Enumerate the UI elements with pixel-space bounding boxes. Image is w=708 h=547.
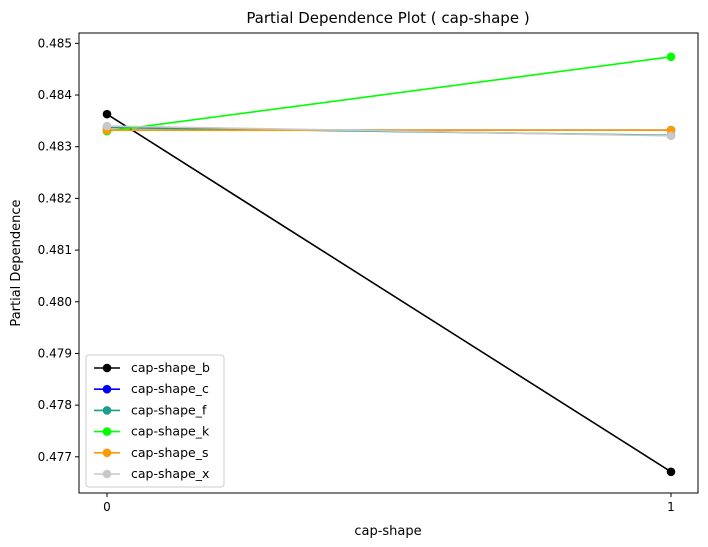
legend-marker [102,448,112,458]
data-point [666,52,676,62]
legend-entry: cap-shape_k [94,424,210,439]
legend-entry: cap-shape_b [94,360,210,375]
y-tick-label: 0.484 [38,88,72,102]
legend-label: cap-shape_k [131,424,210,439]
data-point [666,467,676,477]
legend-box [85,354,225,488]
y-tick-label: 0.483 [38,140,72,154]
y-tick-label: 0.480 [38,295,72,309]
x-axis-label: cap-shape [354,524,421,539]
y-tick-label: 0.481 [38,243,72,257]
y-tick-label: 0.485 [38,36,72,50]
legend-label: cap-shape_b [131,360,210,375]
legend: cap-shape_b cap-shape_c cap-shape_f cap-sha… [85,354,225,488]
legend-marker [102,384,112,394]
series-line [106,125,672,137]
series-layer [102,52,676,477]
legend-marker [102,469,112,479]
legend-label: cap-shape_f [131,402,207,417]
data-point [102,121,112,131]
data-point [102,109,112,119]
legend-marker [102,427,112,436]
y-axis: 0.477 0.478 0.479 0.480 0.481 0.482 0.483 0.484… [38,36,79,464]
legend-label: cap-shape_c [131,381,209,396]
chart-title: Partial Dependence Plot ( cap-shape ) [246,9,529,27]
legend-entry: cap-shape_s [94,445,208,460]
legend-marker [102,363,112,373]
series-cap-shape_b [102,109,676,477]
series-line [106,113,672,473]
x-tick-label: 0 [103,500,111,514]
y-tick-label: 0.478 [38,398,72,412]
legend-label: cap-shape_x [131,466,209,481]
x-tick-label: 1 [667,500,675,514]
series-cap-shape_x [102,121,676,141]
y-axis-label: Partial Dependence [9,199,24,326]
legend-entry: cap-shape_c [94,381,209,396]
series-line [106,55,672,132]
legend-entry: cap-shape_f [94,402,207,417]
legend-entry: cap-shape_x [94,466,209,481]
y-tick-label: 0.477 [38,450,72,464]
y-tick-label: 0.479 [38,346,72,360]
data-point [666,131,676,141]
legend-marker [102,406,112,415]
y-tick-label: 0.482 [38,191,72,205]
legend-label: cap-shape_s [131,445,208,460]
